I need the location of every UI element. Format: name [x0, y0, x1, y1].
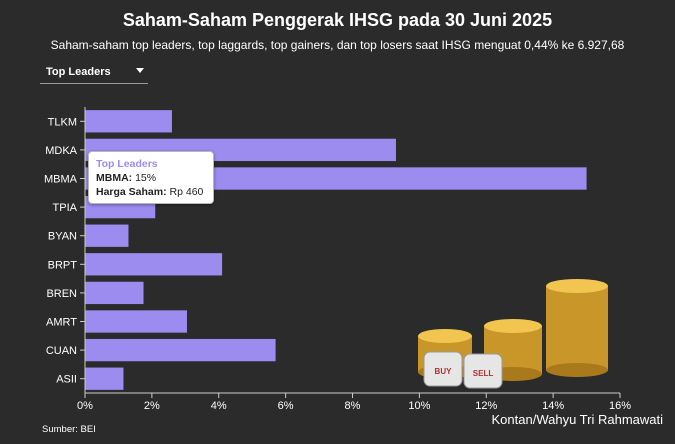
x-tick-label: 14% [542, 400, 564, 412]
coin-stack-tall [546, 279, 608, 377]
bar [85, 338, 276, 362]
tooltip-line-2: Harga Saham: Rp 460 [96, 185, 206, 199]
x-tick-label: 8% [345, 400, 361, 412]
tooltip-line-2-label: Harga Saham: [96, 186, 167, 198]
chart-title: Saham-Saham Penggerak IHSG pada 30 Juni … [122, 10, 553, 30]
tooltip-line-1-value: 15% [135, 172, 157, 184]
chart-subtitle: Saham-saham top leaders, top laggards, t… [50, 38, 625, 52]
y-tick-label: TLKM [48, 116, 77, 128]
x-tick-label: 2% [144, 400, 160, 412]
y-tick-label: ASII [56, 374, 77, 386]
y-tick-label: BYAN [48, 231, 77, 243]
bar [85, 224, 129, 247]
bar [85, 367, 124, 390]
sell-die: SELL [463, 353, 503, 389]
y-tick-label: CUAN [46, 345, 77, 357]
credit-note: Kontan/Wahyu Tri Rahmawati [491, 412, 663, 427]
tooltip-line-1-label: MBMA: [96, 172, 133, 184]
y-tick-label: MDKA [45, 145, 77, 157]
tooltip-title: Top Leaders [96, 158, 158, 170]
x-tick-label: 10% [408, 400, 430, 412]
y-tick-label: TPIA [53, 202, 78, 214]
y-tick-label: MBMA [44, 174, 78, 186]
coins-illustration: BUY SELL [418, 279, 608, 389]
chevron-down-icon [136, 68, 144, 73]
buy-die: BUY [423, 351, 463, 387]
x-tick-label: 0% [77, 400, 93, 412]
x-tick-label: 12% [475, 400, 497, 412]
y-tick-label: AMRT [46, 317, 77, 329]
bar [85, 253, 223, 276]
y-tick-label: BREN [46, 288, 77, 300]
dropdown-selected-label: Top Leaders [46, 66, 111, 78]
x-tick-label: 6% [278, 400, 294, 412]
bar [85, 110, 172, 133]
bar-tooltip: Top Leaders MBMA: 15% Harga Saham: Rp 46… [88, 151, 214, 204]
y-tick-label: BRPT [48, 259, 78, 271]
tooltip-line-1: MBMA: 15% [96, 171, 206, 185]
x-tick-label: 16% [609, 400, 631, 412]
tooltip-line-2-value: Rp 460 [169, 186, 204, 198]
sell-die-label: SELL [473, 369, 494, 378]
source-note: Sumber: BEI [42, 424, 96, 435]
bar [85, 310, 187, 333]
category-dropdown[interactable]: Top Leaders [40, 64, 148, 84]
x-tick-label: 4% [211, 400, 227, 412]
buy-die-label: BUY [435, 367, 453, 376]
bar [85, 281, 144, 305]
